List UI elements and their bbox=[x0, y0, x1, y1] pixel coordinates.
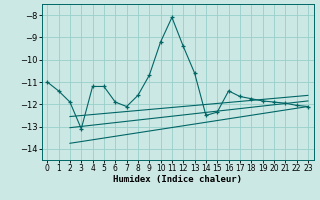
X-axis label: Humidex (Indice chaleur): Humidex (Indice chaleur) bbox=[113, 175, 242, 184]
